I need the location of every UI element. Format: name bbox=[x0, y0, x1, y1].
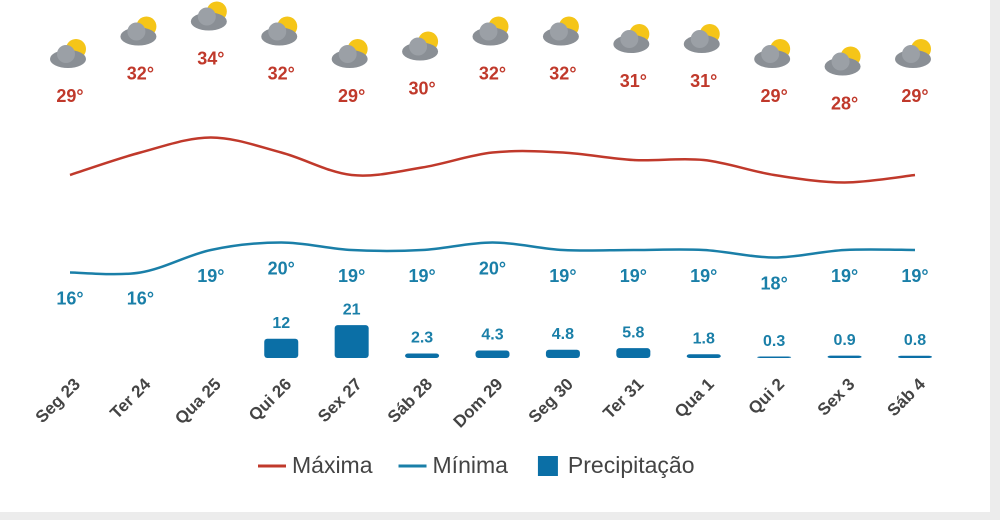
data-label: 19° bbox=[549, 266, 576, 286]
data-label: 4.3 bbox=[481, 327, 503, 344]
data-label: 19° bbox=[338, 266, 365, 286]
data-label: 32° bbox=[268, 63, 295, 83]
data-label: 18° bbox=[761, 273, 788, 293]
weather-icon bbox=[895, 39, 931, 68]
weather-icon bbox=[402, 31, 439, 61]
data-label: 32° bbox=[127, 63, 154, 83]
data-label: 31° bbox=[690, 71, 717, 91]
bar bbox=[616, 348, 651, 358]
data-label: 19° bbox=[620, 266, 647, 286]
icon-cloud bbox=[197, 7, 216, 26]
data-label: 0.9 bbox=[833, 332, 855, 349]
data-label: 2.3 bbox=[411, 330, 433, 347]
weather-icon bbox=[331, 39, 368, 68]
data-label: 29° bbox=[761, 86, 788, 106]
weather-icon bbox=[824, 46, 861, 76]
bar bbox=[475, 350, 510, 358]
icon-cloud bbox=[127, 22, 146, 41]
icon-cloud bbox=[268, 22, 287, 41]
data-label: 29° bbox=[901, 86, 928, 106]
legend-label: Mínima bbox=[433, 452, 509, 478]
line bbox=[69, 241, 916, 276]
edge bbox=[990, 0, 1000, 520]
data-label: 30° bbox=[408, 78, 435, 98]
data-label: 31° bbox=[620, 71, 647, 91]
weather-icon bbox=[683, 24, 720, 53]
icon-cloud bbox=[620, 30, 639, 48]
data-label: 34° bbox=[197, 48, 224, 68]
data-label: 0.3 bbox=[763, 333, 785, 350]
data-label: 32° bbox=[549, 63, 576, 83]
bar bbox=[545, 349, 580, 358]
icon-cloud bbox=[338, 45, 357, 63]
weather-icon bbox=[613, 24, 650, 53]
bar bbox=[898, 355, 932, 358]
data-label: 20° bbox=[479, 258, 506, 278]
data-label: 16° bbox=[127, 288, 154, 308]
weather-icon bbox=[542, 16, 579, 46]
edge bbox=[0, 512, 1000, 520]
bar bbox=[405, 353, 440, 358]
data-label: 19° bbox=[690, 266, 717, 286]
icon-cloud bbox=[57, 45, 75, 63]
weather-icon bbox=[50, 39, 86, 68]
weather-icon bbox=[261, 16, 298, 46]
data-label: 0.8 bbox=[904, 332, 926, 349]
data-label: 19° bbox=[831, 266, 858, 286]
data-label: 5.8 bbox=[622, 324, 644, 341]
bar bbox=[334, 325, 369, 358]
icon-cloud bbox=[902, 45, 920, 63]
data-label: 19° bbox=[901, 266, 928, 286]
data-label: 16° bbox=[56, 288, 83, 308]
legend-label: Máxima bbox=[292, 452, 373, 478]
data-label: 29° bbox=[338, 86, 365, 106]
data-label: 4.8 bbox=[552, 326, 574, 343]
legend-swatch bbox=[537, 456, 558, 476]
icon-cloud bbox=[690, 30, 709, 48]
icon-cloud bbox=[549, 22, 568, 41]
data-label: 28° bbox=[831, 93, 858, 113]
bar bbox=[686, 354, 721, 358]
weather-icon bbox=[190, 1, 227, 31]
bar bbox=[827, 355, 862, 358]
data-label: 1.8 bbox=[693, 330, 715, 347]
bar bbox=[264, 338, 299, 358]
data-label: 21 bbox=[343, 301, 361, 318]
data-label: 12 bbox=[272, 315, 290, 332]
data-label: 20° bbox=[268, 258, 295, 278]
weather-icon bbox=[120, 16, 157, 46]
data-label: 32° bbox=[479, 63, 506, 83]
icon-cloud bbox=[831, 52, 850, 71]
icon-cloud bbox=[479, 22, 498, 41]
weather-icon bbox=[754, 39, 791, 68]
bar bbox=[757, 356, 792, 358]
icon-cloud bbox=[761, 45, 780, 63]
icon-cloud bbox=[409, 37, 428, 56]
legend-label: Precipitação bbox=[568, 452, 695, 478]
data-label: 29° bbox=[56, 86, 83, 106]
line bbox=[69, 136, 916, 184]
data-label: 19° bbox=[197, 266, 224, 286]
weather-icon bbox=[472, 16, 509, 46]
data-label: 19° bbox=[408, 266, 435, 286]
